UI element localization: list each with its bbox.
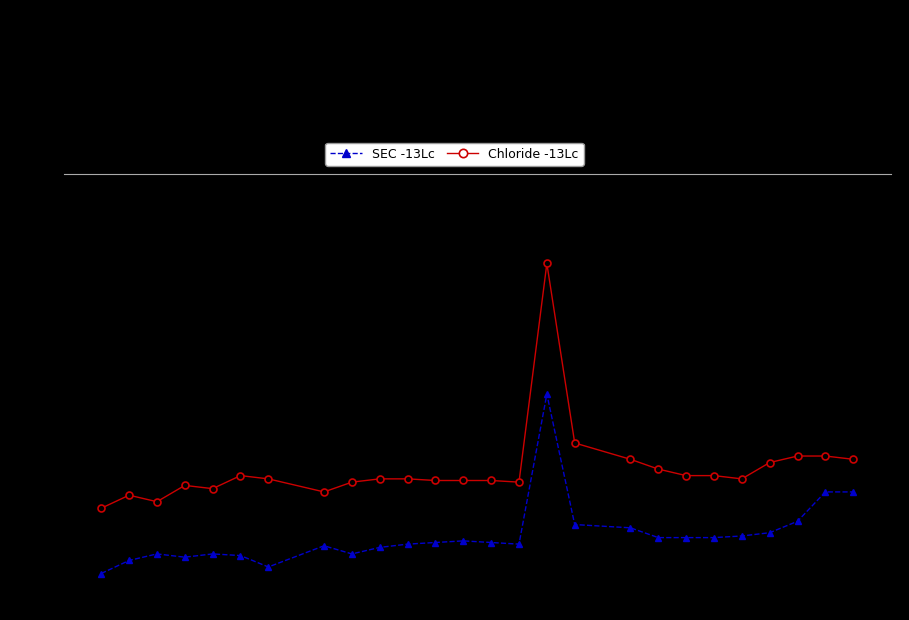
Legend: SEC -13Lc, Chloride -13Lc: SEC -13Lc, Chloride -13Lc <box>325 143 584 166</box>
